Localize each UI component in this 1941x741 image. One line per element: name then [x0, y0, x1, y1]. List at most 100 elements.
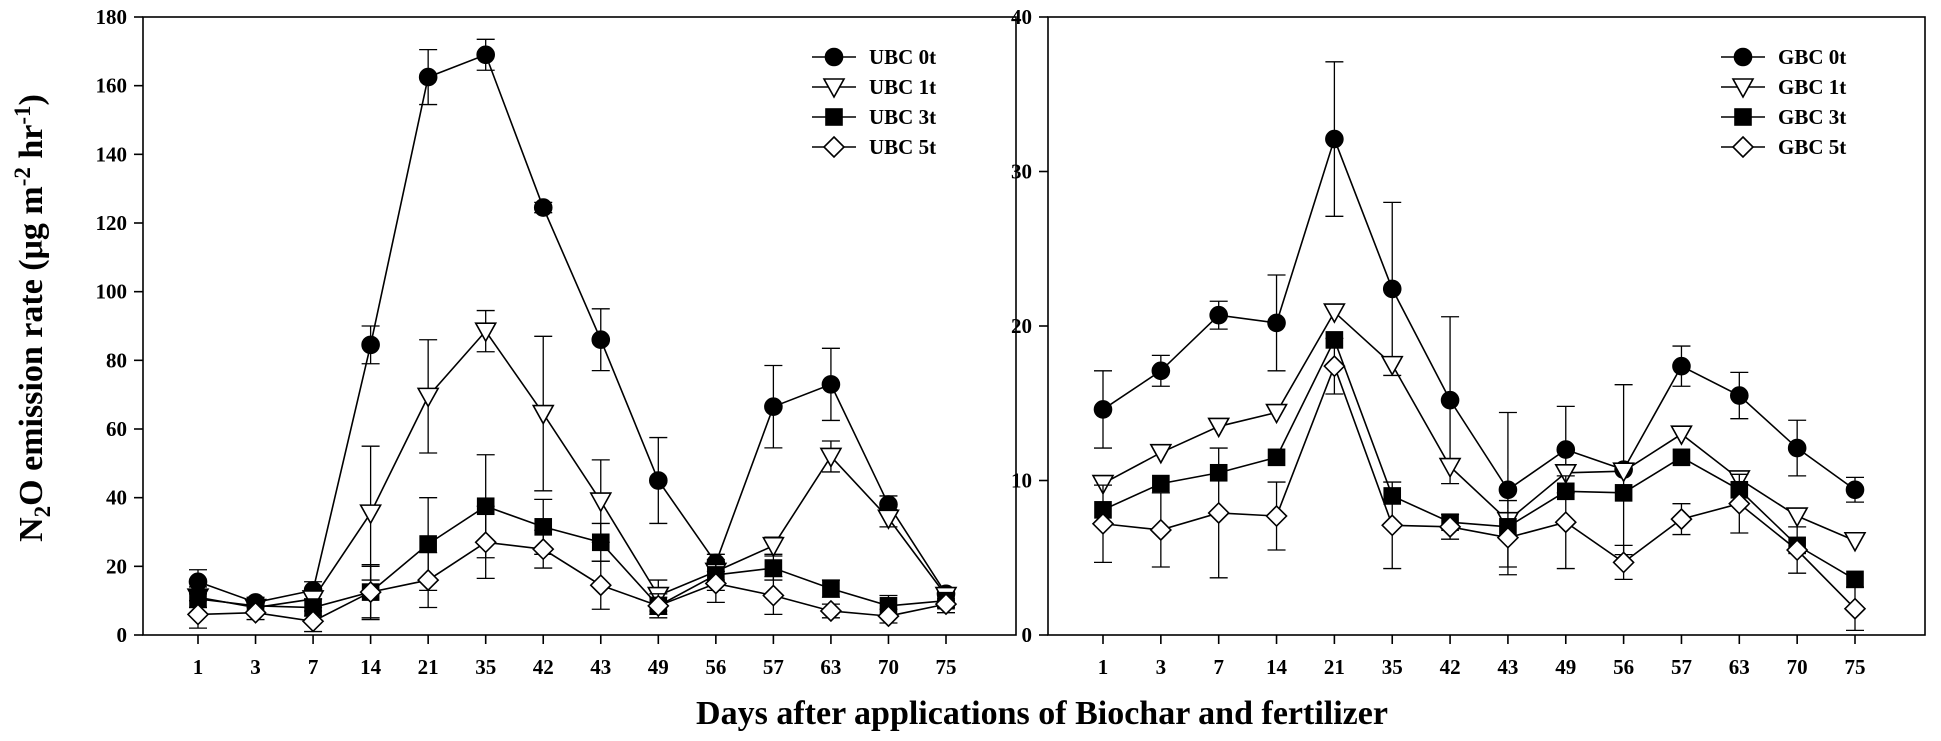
data-point [416, 387, 440, 409]
x-axis-title: Days after applications of Biochar and f… [696, 695, 1388, 732]
legend-marker [822, 78, 846, 99]
legend-label: GBC 1t [1778, 75, 1846, 99]
legend-label: UBC 1t [869, 75, 936, 99]
legend-marker [1733, 47, 1753, 67]
data-point [762, 536, 785, 558]
series-line [197, 505, 947, 609]
left-x-tick-label: 3 [250, 655, 261, 679]
left-x-tick-label: 43 [590, 655, 611, 679]
left-chart-panel: 0 20 40 60 80 100 120 140 160 180 1 3 7 14 21 35 42 43 49 5… [96, 5, 1017, 679]
legend-label: UBC 0t [869, 45, 936, 69]
data-point [1209, 305, 1228, 325]
right-y-tick-label: 0 [1022, 623, 1033, 647]
data-point [1843, 597, 1867, 620]
data-point [1091, 512, 1115, 535]
data-point [1438, 515, 1462, 538]
data-point [1267, 313, 1286, 333]
data-point [934, 592, 958, 616]
data-point [1785, 507, 1809, 528]
data-point [1093, 400, 1113, 419]
data-point [1438, 457, 1462, 479]
left-x-tick-label: 7 [308, 655, 319, 679]
left-plot-frame [142, 16, 1017, 636]
right-x-tick-label: 7 [1213, 655, 1224, 679]
data-point [1380, 355, 1404, 377]
data-point [589, 492, 613, 513]
right-x-tick-label: 1 [1098, 655, 1109, 679]
data-point [186, 603, 210, 626]
data-point [589, 574, 612, 597]
left-legend: UBC 0t UBC 1t UBC 3t UBC 5t [812, 45, 936, 159]
right-x-tick-label: 49 [1555, 655, 1576, 679]
left-x-tick-label: 49 [648, 655, 669, 679]
left-x-tick-label: 35 [475, 655, 496, 679]
right-series-4 [1091, 337, 1867, 632]
legend-label: UBC 3t [869, 105, 936, 129]
legend-marker [1731, 135, 1755, 159]
y-axis-title: N2O emission rate (μg m-2 hr-1) [10, 94, 55, 542]
data-point [417, 568, 440, 592]
data-point [1672, 356, 1691, 376]
right-x-tick-label: 43 [1497, 655, 1518, 679]
data-point [361, 335, 380, 355]
data-point [822, 579, 840, 598]
data-point [1207, 417, 1231, 439]
right-x-tick-label: 70 [1787, 655, 1808, 679]
right-legend: GBC 0t GBC 1t GBC 3t GBC 5t [1721, 45, 1846, 159]
legend-marker [822, 135, 846, 159]
series-line [1102, 337, 1856, 581]
left-y-tick-label: 180 [96, 5, 128, 29]
series-line [197, 541, 947, 623]
right-x-tick-label: 3 [1156, 655, 1167, 679]
data-point [704, 572, 727, 595]
right-x-tick-label: 14 [1266, 655, 1288, 679]
data-point [301, 610, 325, 633]
left-y-tick-label: 0 [117, 623, 128, 647]
left-y-tick-label: 40 [106, 486, 127, 510]
left-x-tick-label: 70 [878, 655, 899, 679]
legend-marker [824, 47, 844, 67]
data-point [1498, 480, 1518, 500]
right-y-tick-label: 40 [1011, 5, 1032, 29]
data-point [819, 447, 843, 469]
data-point [1265, 504, 1288, 528]
left-y-tick-label: 20 [106, 554, 127, 578]
data-point [476, 45, 495, 65]
data-point [418, 67, 438, 87]
data-point [591, 533, 610, 552]
data-point [1843, 531, 1867, 553]
data-point [647, 594, 670, 617]
data-point [359, 580, 382, 604]
left-y-tick-label: 120 [96, 211, 128, 235]
data-point [1382, 279, 1402, 299]
data-point [532, 538, 555, 561]
left-x-tick-label: 14 [360, 655, 382, 679]
data-point [1728, 492, 1751, 515]
data-point [244, 601, 267, 624]
right-y-tick-label: 30 [1011, 160, 1032, 184]
data-point [762, 584, 785, 607]
data-point [359, 504, 382, 525]
data-point [1207, 501, 1230, 525]
left-x-tick-label: 1 [193, 655, 204, 679]
data-point [474, 531, 497, 554]
legend-label: GBC 5t [1778, 135, 1846, 159]
data-point [877, 604, 900, 628]
data-point [1152, 474, 1170, 493]
data-point [1846, 570, 1864, 589]
data-point [474, 322, 498, 343]
data-point [1730, 386, 1749, 405]
left-y-tick-label: 80 [106, 348, 127, 372]
right-x-tick-label: 21 [1324, 655, 1345, 679]
data-point [1267, 448, 1286, 467]
data-point [419, 535, 437, 553]
data-point [1612, 551, 1635, 574]
series-line [197, 329, 947, 609]
left-y-tick-label: 60 [106, 417, 127, 441]
right-x-tick-label: 63 [1729, 655, 1750, 679]
left-x-tick-label: 21 [418, 655, 439, 679]
data-point [764, 397, 783, 416]
data-point [1323, 355, 1346, 378]
right-x-tick-label: 42 [1440, 655, 1461, 679]
